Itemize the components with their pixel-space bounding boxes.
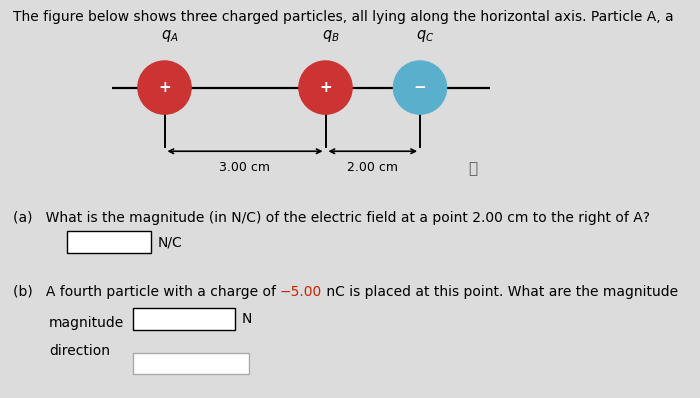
Text: magnitude: magnitude — [49, 316, 125, 330]
Text: ⓘ: ⓘ — [468, 162, 477, 177]
Text: N/C: N/C — [158, 236, 182, 250]
Text: 2.00 cm: 2.00 cm — [347, 161, 398, 174]
FancyBboxPatch shape — [133, 308, 234, 330]
Text: nC is placed at this point. What are the magnitude: nC is placed at this point. What are the… — [322, 285, 678, 298]
Text: (a)   What is the magnitude (in N/C) of the electric field at a point 2.00 cm to: (a) What is the magnitude (in N/C) of th… — [13, 211, 650, 225]
Text: ⌄: ⌄ — [234, 357, 245, 370]
Text: $q_B$: $q_B$ — [322, 28, 340, 44]
Text: $q_A$: $q_A$ — [161, 28, 178, 44]
Text: 3.00 cm: 3.00 cm — [220, 161, 270, 174]
Text: −5.00: −5.00 — [280, 285, 322, 298]
Ellipse shape — [299, 61, 352, 114]
Text: The figure below shows three charged particles, all lying along the horizontal a: The figure below shows three charged par… — [13, 10, 673, 24]
FancyBboxPatch shape — [66, 231, 150, 253]
Text: +: + — [158, 80, 171, 95]
Text: $q_C$: $q_C$ — [416, 28, 435, 44]
Text: direction: direction — [49, 344, 110, 358]
Text: −: − — [414, 80, 426, 95]
Ellipse shape — [393, 61, 447, 114]
FancyBboxPatch shape — [133, 353, 248, 374]
Text: (b)   A fourth particle with a charge of: (b) A fourth particle with a charge of — [13, 285, 280, 298]
Text: ---Select---: ---Select--- — [136, 357, 206, 370]
Text: +: + — [319, 80, 332, 95]
Ellipse shape — [138, 61, 191, 114]
Text: N: N — [241, 312, 252, 326]
